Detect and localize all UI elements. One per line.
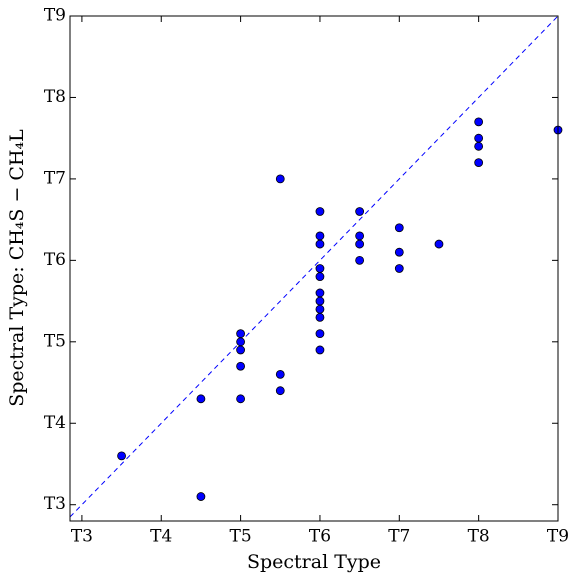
x-tick-label: T3: [71, 527, 93, 547]
point: [275, 174, 285, 184]
point: [315, 304, 325, 314]
y-tick-label: T4: [44, 413, 66, 433]
point: [315, 296, 325, 306]
point: [236, 337, 246, 347]
plot-frame: [69, 15, 559, 522]
point: [275, 386, 285, 396]
point: [474, 141, 484, 151]
y-tick-label: T8: [44, 87, 66, 107]
x-tick-label: T8: [468, 527, 490, 547]
point: [236, 329, 246, 339]
point: [315, 264, 325, 273]
point: [474, 117, 484, 127]
point: [117, 451, 126, 461]
point: [355, 207, 365, 216]
x-tick-label: T5: [230, 527, 252, 547]
point: [474, 158, 484, 168]
y-tick-label: T9: [44, 6, 66, 26]
point: [236, 361, 246, 371]
point: [236, 345, 246, 355]
point: [315, 288, 325, 298]
point: [315, 312, 325, 322]
point: [474, 133, 484, 143]
point: [275, 369, 285, 379]
x-axis-label: Spectral Type: [247, 551, 381, 573]
y-tick-label: T3: [44, 494, 66, 514]
y-axis-label: Spectral Type: CH₄S − CH₄L: [6, 129, 28, 407]
point: [315, 207, 325, 216]
point: [315, 329, 325, 339]
x-tick-label: T9: [547, 527, 569, 547]
x-tick-label: T4: [150, 527, 172, 547]
x-tick-label: T6: [309, 527, 331, 547]
y-tick-label: T6: [44, 250, 66, 270]
point: [315, 239, 325, 249]
point: [394, 223, 404, 233]
point: [394, 247, 404, 257]
point: [196, 394, 206, 404]
point: [355, 231, 365, 241]
x-tick-label: T7: [388, 527, 410, 547]
point: [315, 231, 325, 241]
y-tick-label: T5: [44, 331, 66, 351]
point: [315, 345, 325, 355]
point: [394, 264, 404, 273]
point: [236, 394, 246, 404]
y-tick-label: T7: [44, 168, 66, 188]
point: [196, 492, 206, 501]
point: [355, 255, 365, 265]
point: [315, 272, 325, 282]
point: [434, 239, 444, 249]
point: [355, 239, 365, 249]
